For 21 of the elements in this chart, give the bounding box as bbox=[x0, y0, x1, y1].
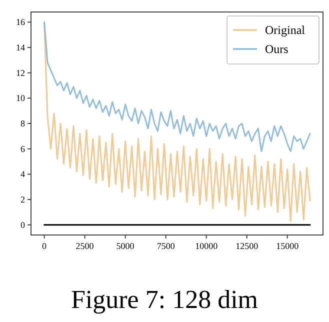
y-tick-label: 6 bbox=[20, 144, 26, 154]
y-tick-label: 8 bbox=[20, 118, 26, 128]
y-tick-label: 10 bbox=[16, 93, 26, 104]
caption: Figure 7: 128 dim bbox=[70, 285, 258, 314]
y-tick-label: 12 bbox=[16, 68, 25, 78]
y-tick-label: 0 bbox=[20, 220, 26, 230]
line-series bbox=[44, 22, 311, 222]
x-tick-label: 12500 bbox=[236, 241, 259, 251]
legend-label: Ours bbox=[265, 42, 289, 56]
y-tick-label: 2 bbox=[20, 194, 25, 205]
x-tick-label: 10000 bbox=[195, 241, 218, 251]
x-tick-label: 5000 bbox=[116, 241, 135, 251]
y-tick-label: 16 bbox=[16, 17, 26, 28]
x-tick-label: 7500 bbox=[156, 241, 176, 251]
line-series bbox=[44, 21, 311, 152]
y-tick-label: 4 bbox=[20, 169, 26, 180]
x-tick-label: 2500 bbox=[76, 241, 94, 251]
x-tick-label: 15000 bbox=[276, 241, 300, 251]
x-tick-label: 0 bbox=[42, 241, 48, 251]
y-tick-label: 14 bbox=[16, 42, 26, 52]
legend-label: Original bbox=[265, 23, 306, 37]
